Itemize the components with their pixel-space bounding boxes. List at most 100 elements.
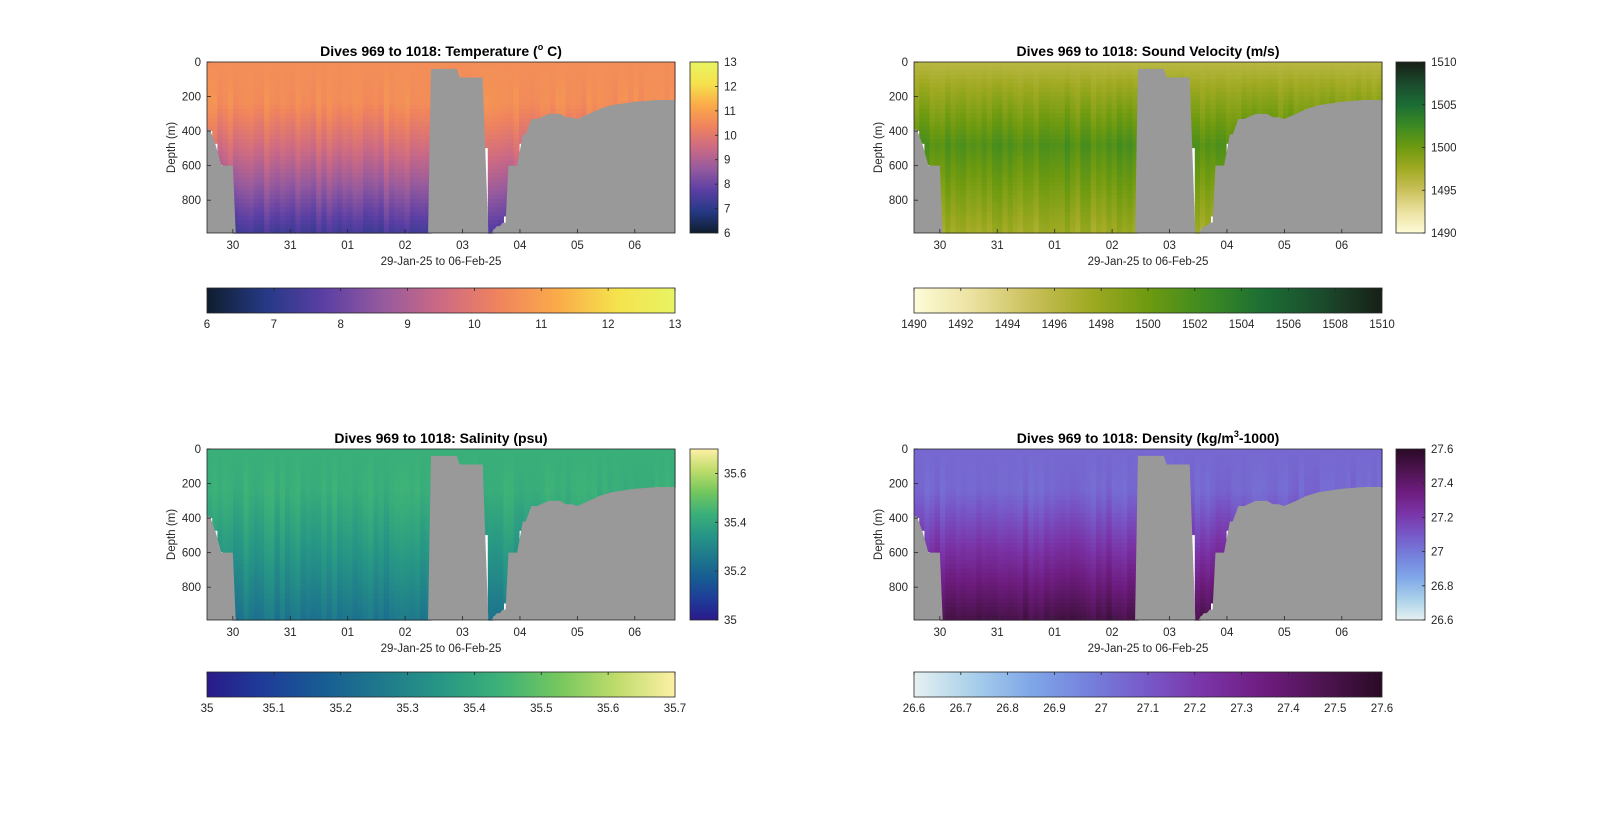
heatmap-cell [217,104,224,110]
heatmap-cell [493,79,499,84]
heatmap-cell [1220,83,1227,89]
heatmap-cell [1116,198,1123,204]
heatmap-cell [305,138,312,144]
heatmap-cell [347,194,354,200]
heatmap-cell [331,198,338,204]
heatmap-cell [269,138,276,144]
heatmap-cell [976,181,983,187]
heatmap-cell [311,198,317,204]
heatmap-cell [1096,134,1102,140]
heatmap-cell [1038,96,1045,102]
heatmap-cell [992,130,998,136]
colorbar-bottom-label: 6 [204,319,210,331]
heatmap-cell [243,615,250,621]
heatmap-cell [1153,62,1159,67]
heatmap-cell [1018,109,1024,114]
heatmap-cell [290,138,296,144]
heatmap-cell [981,130,988,136]
heatmap-cell [1356,70,1362,76]
heatmap-cell [539,79,546,84]
heatmap-cell [285,109,291,114]
heatmap-cell [924,126,931,132]
heatmap-cell [1070,104,1076,110]
colorbar-right [689,61,719,234]
heatmap-cell [253,607,260,613]
heatmap-cell [929,104,936,110]
heatmap-cell [259,534,265,540]
heatmap-cell [597,62,603,67]
heatmap-cell [1012,121,1019,127]
heatmap-cell [342,134,348,140]
heatmap-cell [1127,160,1133,166]
heatmap-cell [253,449,260,454]
heatmap-cell [1007,198,1014,204]
heatmap-cell [1220,147,1227,153]
heatmap-cell [1096,160,1102,166]
heatmap-cell [1070,160,1076,166]
heatmap-cell [981,117,988,123]
heatmap-cell [415,74,421,80]
heatmap-cell [368,70,374,76]
heatmap-cell [997,228,1003,234]
heatmap-cell [222,543,229,548]
heatmap-cell [1111,121,1118,127]
heatmap-cell [1090,177,1097,183]
heatmap-cell [212,66,218,72]
heatmap-cell [919,70,925,76]
heatmap-cell [649,91,655,97]
heatmap-cell [321,70,328,76]
heatmap-cell [274,203,281,208]
heatmap-cell [633,91,640,97]
heatmap-cell [503,121,510,127]
heatmap-cell [222,138,229,144]
heatmap-cell [1049,190,1055,196]
heatmap-cell [389,79,395,84]
heatmap-cell [1054,168,1061,174]
heatmap-cell [1278,66,1284,72]
heatmap-cell [311,168,317,174]
heatmap-cell [461,70,468,76]
heatmap-cell [212,109,218,114]
heatmap-cell [290,109,296,114]
heatmap-cell [243,181,250,187]
heatmap-cell [1330,70,1336,76]
heatmap-cell [940,66,946,72]
heatmap-cell [498,109,504,114]
heatmap-cell [259,177,265,183]
heatmap-cell [1002,203,1009,208]
heatmap-cell [986,215,993,221]
heatmap-cell [269,194,276,200]
heatmap-cell [368,203,374,208]
heatmap-cell [1080,215,1087,221]
heatmap-cell [331,117,338,123]
heatmap-cell [1044,177,1050,183]
heatmap-cell [253,113,260,119]
heatmap-cell [383,66,390,72]
heatmap-cell [1148,66,1154,72]
heatmap-cell [1330,62,1336,67]
heatmap-cell [560,87,567,93]
heatmap-cell [1090,164,1097,170]
heatmap-cell [264,147,270,153]
heatmap-cell [233,525,239,531]
heatmap-cell [269,168,276,174]
heatmap-cell [264,203,270,208]
heatmap-cell [1106,130,1113,136]
heatmap-cell [1012,96,1019,102]
heatmap-cell [253,117,260,123]
heatmap-cell [373,104,380,110]
heatmap-cell [290,87,296,93]
heatmap-cell [378,113,385,119]
heatmap-cell [1122,83,1128,89]
heatmap-cell [337,87,343,93]
heatmap-cell [617,66,624,72]
heatmap-cell [1049,121,1055,127]
heatmap-cell [305,109,312,114]
heatmap-cell [1122,211,1128,217]
heatmap-cell [1106,126,1113,132]
heatmap-cell [1267,66,1274,72]
heatmap-cell [539,104,546,110]
heatmap-cell [331,181,338,187]
heatmap-cell [493,215,499,221]
heatmap-cell [253,96,260,102]
